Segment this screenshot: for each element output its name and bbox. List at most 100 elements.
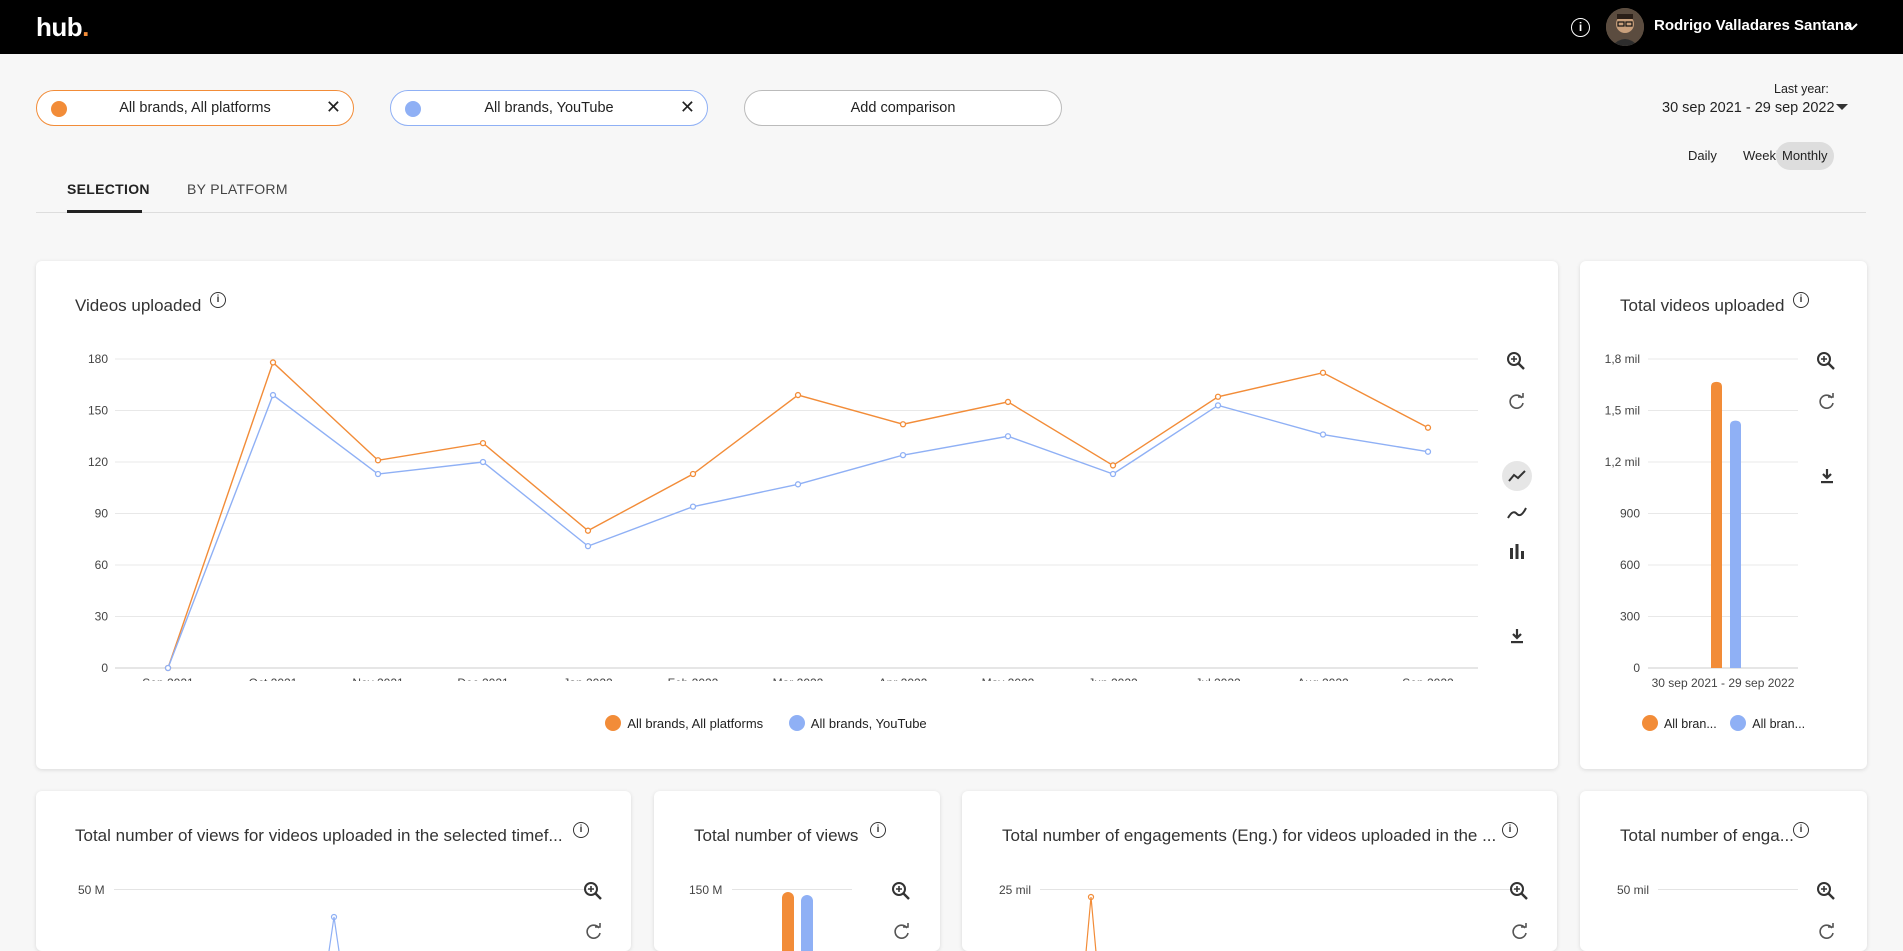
bar[interactable] bbox=[801, 895, 813, 951]
x-tick-label: 30 sep 2021 - 29 sep 2022 bbox=[1652, 676, 1795, 690]
total-views-card: Total number of views i 150 M bbox=[654, 791, 940, 951]
data-point bbox=[1004, 398, 1012, 406]
line-chart-toggle[interactable] bbox=[1502, 461, 1532, 491]
data-point bbox=[1319, 369, 1327, 376]
download-icon[interactable] bbox=[1818, 467, 1836, 485]
data-point bbox=[899, 421, 907, 428]
x-tick-label: Jul 2022 bbox=[1195, 676, 1241, 681]
videos-uploaded-card: Videos uploaded i 0 30 60 90 120 150 180 Sep 20… bbox=[36, 261, 1558, 769]
y-tick-label: 900 bbox=[1620, 507, 1640, 521]
y-tick-label: 25 mil bbox=[999, 883, 1032, 897]
tab-by-platform[interactable]: BY PLATFORM bbox=[187, 181, 288, 197]
x-tick-label: Feb 2022 bbox=[668, 676, 719, 681]
info-icon[interactable]: i bbox=[573, 822, 589, 838]
card-title: Total number of views for videos uploade… bbox=[75, 826, 563, 845]
reset-icon[interactable] bbox=[1511, 922, 1529, 940]
zoom-in-icon[interactable] bbox=[891, 881, 911, 901]
info-icon[interactable]: i bbox=[1571, 18, 1590, 37]
x-tick-label: Aug 2022 bbox=[1297, 676, 1349, 681]
legend-label: All bran... bbox=[1663, 717, 1717, 731]
tabs-divider bbox=[36, 212, 1866, 213]
chevron-down-icon[interactable] bbox=[1845, 15, 1859, 39]
chart-legend: All bran... All bran... bbox=[1580, 715, 1867, 731]
top-bar: hub. i Rodrigo Valladares Santana bbox=[0, 0, 1903, 54]
bar[interactable] bbox=[782, 892, 794, 951]
download-icon[interactable] bbox=[1508, 627, 1526, 645]
data-point bbox=[1424, 448, 1432, 455]
reset-icon[interactable] bbox=[585, 922, 603, 940]
smooth-line-icon[interactable] bbox=[1505, 504, 1529, 522]
card-title: Total videos uploaded bbox=[1620, 296, 1785, 315]
avatar[interactable] bbox=[1606, 8, 1644, 46]
info-icon[interactable]: i bbox=[1502, 822, 1518, 838]
data-point bbox=[689, 470, 697, 478]
legend-label: All bran... bbox=[1752, 717, 1806, 731]
grid-line bbox=[1658, 889, 1798, 890]
grid-line bbox=[1040, 889, 1514, 890]
comparison-chip-2[interactable]: All brands, YouTube ✕ bbox=[390, 90, 708, 126]
legend-label: All brands, All platforms bbox=[627, 716, 764, 731]
bar bbox=[1730, 420, 1741, 668]
y-tick-label: 150 M bbox=[689, 883, 723, 897]
zoom-in-icon[interactable] bbox=[1509, 881, 1529, 901]
data-point bbox=[584, 527, 592, 534]
add-comparison-button[interactable]: Add comparison bbox=[744, 90, 1062, 126]
data-point bbox=[1214, 402, 1222, 409]
info-icon[interactable]: i bbox=[870, 822, 886, 838]
y-tick-label: 50 M bbox=[78, 883, 105, 897]
reset-icon[interactable] bbox=[1818, 922, 1836, 940]
legend-item[interactable]: All brands, All platforms bbox=[605, 715, 764, 731]
y-tick-label: 60 bbox=[95, 558, 109, 572]
legend-item[interactable]: All bran... bbox=[1730, 715, 1806, 731]
x-tick-label: Sep 2022 bbox=[1402, 676, 1454, 681]
data-point bbox=[269, 391, 277, 399]
card-title: Videos uploaded bbox=[75, 296, 202, 315]
x-tick-label: Jun 2022 bbox=[1088, 676, 1138, 681]
close-icon[interactable]: ✕ bbox=[679, 97, 695, 117]
reset-icon[interactable] bbox=[1818, 392, 1836, 410]
active-tab-indicator bbox=[67, 210, 142, 213]
reset-icon[interactable] bbox=[1508, 392, 1526, 410]
legend-item[interactable]: All bran... bbox=[1641, 715, 1717, 731]
y-tick-label: 120 bbox=[88, 455, 108, 469]
total-videos-uploaded-card: Total videos uploaded i 0 300 600 900 1,2 mi… bbox=[1580, 261, 1867, 769]
data-point bbox=[794, 481, 802, 488]
bar-chart-icon[interactable] bbox=[1508, 542, 1526, 560]
videos-uploaded-line-chart: 0 30 60 90 120 150 180 Sep 2021 Oct 2021 Nov 2021… bbox=[88, 352, 1478, 681]
legend-item[interactable]: All brands, YouTube bbox=[788, 715, 927, 731]
zoom-in-icon[interactable] bbox=[1816, 881, 1836, 901]
zoom-in-icon[interactable] bbox=[1816, 351, 1836, 371]
zoom-in-icon[interactable] bbox=[1506, 351, 1526, 371]
tab-selection[interactable]: SELECTION bbox=[67, 181, 150, 197]
close-icon[interactable]: ✕ bbox=[325, 97, 341, 117]
x-tick-label: Apr 2022 bbox=[879, 676, 928, 681]
engagements-line-peak bbox=[1085, 893, 1097, 951]
y-tick-label: 0 bbox=[101, 661, 108, 675]
granularity-weekly[interactable]: Weekly bbox=[1743, 148, 1786, 163]
series-color-dot bbox=[405, 101, 421, 117]
info-icon[interactable]: i bbox=[1793, 822, 1809, 838]
legend-dot bbox=[1730, 715, 1747, 731]
grid-line bbox=[114, 889, 588, 890]
caret-down-icon[interactable] bbox=[1836, 104, 1848, 110]
y-tick-label: 1,2 mil bbox=[1605, 455, 1640, 469]
data-point bbox=[479, 458, 487, 466]
comparison-chip-1[interactable]: All brands, All platforms ✕ bbox=[36, 90, 354, 126]
user-name[interactable]: Rodrigo Valladares Santana bbox=[1654, 17, 1853, 34]
data-point bbox=[1319, 431, 1327, 438]
info-icon[interactable]: i bbox=[1793, 292, 1809, 308]
granularity-daily[interactable]: Daily bbox=[1688, 148, 1717, 163]
line-chart-icon bbox=[1508, 470, 1526, 482]
info-icon[interactable]: i bbox=[210, 292, 226, 308]
comparison-label: All brands, YouTube bbox=[484, 100, 614, 116]
grid-line bbox=[732, 889, 852, 890]
reset-icon[interactable] bbox=[893, 922, 911, 940]
series-color-dot bbox=[51, 101, 67, 117]
data-point bbox=[899, 451, 907, 459]
granularity-monthly[interactable]: Monthly bbox=[1776, 142, 1834, 170]
card-title: Total number of enga... bbox=[1620, 826, 1794, 845]
zoom-in-icon[interactable] bbox=[583, 881, 603, 901]
date-range-select[interactable]: 30 sep 2021 - 29 sep 2022 bbox=[1662, 100, 1835, 116]
hub-logo[interactable]: hub. bbox=[36, 12, 89, 42]
data-point bbox=[164, 664, 172, 672]
